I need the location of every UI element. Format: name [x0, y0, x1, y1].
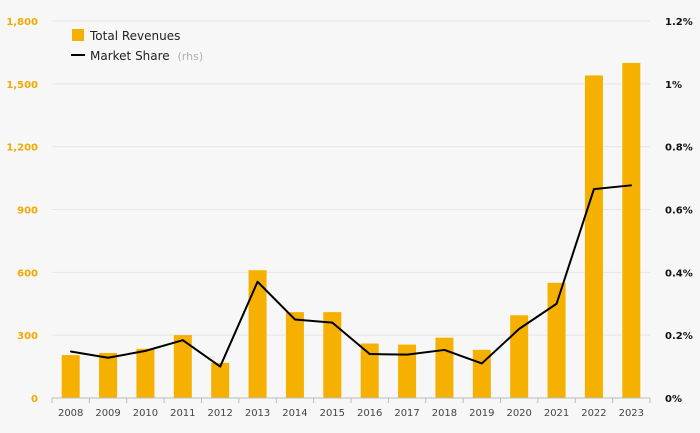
legend-label-market-share: Market Share: [90, 49, 170, 63]
y-right-tick-label: 0%: [665, 394, 682, 405]
bar-total-revenues: [435, 337, 454, 398]
point-market-share: [630, 184, 633, 187]
bar-total-revenues: [547, 282, 566, 398]
x-tick-label: 2019: [469, 408, 494, 419]
bar-total-revenues: [285, 312, 304, 398]
grid-lines: [52, 20, 650, 336]
y-left-tick-label: 1,500: [6, 80, 38, 91]
point-market-share: [555, 302, 558, 305]
bar-total-revenues: [99, 352, 118, 398]
x-tick-label: 2023: [619, 408, 644, 419]
x-tick-label: 2020: [506, 408, 531, 419]
bar-total-revenues: [136, 348, 155, 398]
y-right-tick-label: 0.6%: [665, 206, 693, 217]
x-tick-label: 2012: [207, 408, 232, 419]
y-left-tick-label: 1,200: [6, 143, 38, 154]
x-tick-label: 2010: [133, 408, 158, 419]
line-series: [69, 184, 633, 368]
bar-series: [61, 62, 641, 399]
point-market-share: [107, 356, 109, 359]
bar-total-revenues: [61, 355, 80, 398]
bar-total-revenues: [622, 62, 641, 399]
point-market-share: [182, 339, 184, 341]
bar-total-revenues: [323, 312, 342, 398]
x-tick-label: 2017: [394, 408, 419, 419]
point-market-share: [219, 365, 221, 368]
x-tick-label: 2013: [245, 408, 270, 419]
svg-text:Market Share (rhs): Market Share (rhs): [90, 49, 203, 63]
y-left-tick-label: 0: [31, 394, 38, 405]
point-market-share: [331, 321, 334, 324]
point-market-share: [368, 353, 371, 355]
point-market-share: [481, 362, 483, 365]
x-tick-label: 2008: [58, 408, 83, 419]
y-right-tick-label: 0.4%: [665, 268, 693, 279]
bar-total-revenues: [510, 315, 529, 398]
point-market-share: [406, 353, 408, 356]
y-right-tick-label: 0.8%: [665, 143, 693, 154]
line-market-share: [70, 184, 632, 368]
bar-total-revenues: [360, 343, 379, 398]
point-market-share: [443, 349, 446, 351]
point-market-share: [294, 318, 296, 321]
point-market-share: [256, 280, 259, 283]
x-tick-label: 2014: [282, 408, 307, 419]
point-market-share: [69, 350, 72, 353]
bar-total-revenues: [248, 270, 267, 398]
legend: Total Revenues Market Share (rhs): [71, 29, 203, 63]
legend-swatch-total-revenues: [72, 29, 84, 41]
legend-label-rhs-suffix: (rhs): [178, 50, 204, 63]
x-tick-label: 2018: [432, 408, 457, 419]
point-market-share: [518, 328, 520, 330]
point-market-share: [144, 350, 147, 352]
x-tick-label: 2011: [170, 408, 195, 419]
y-left-tick-label: 600: [17, 268, 38, 279]
x-tick-label: 2015: [320, 408, 345, 419]
y-left-tick-label: 300: [17, 331, 38, 342]
bar-total-revenues: [584, 75, 603, 398]
legend-label-total-revenues: Total Revenues: [89, 29, 180, 43]
x-tick-label: 2022: [581, 408, 606, 419]
y-right-tick-label: 1.2%: [665, 17, 693, 28]
y-right-tick-label: 0.2%: [665, 331, 693, 342]
point-market-share: [593, 188, 595, 190]
x-tick-label: 2016: [357, 408, 382, 419]
x-tick-label: 2021: [544, 408, 569, 419]
y-left-tick-label: 900: [17, 206, 38, 217]
x-tick-label: 2009: [95, 408, 120, 419]
bar-total-revenues: [398, 344, 417, 398]
axes: 0 300 600 900 1,200 1,500 1,800 0% 0.2% 0.4% 0.6% 0…: [6, 17, 692, 419]
bar-total-revenues: [173, 335, 192, 398]
y-right-tick-label: 1%: [665, 80, 682, 91]
y-left-tick-label: 1,800: [6, 17, 38, 28]
bar-total-revenues: [211, 362, 230, 398]
